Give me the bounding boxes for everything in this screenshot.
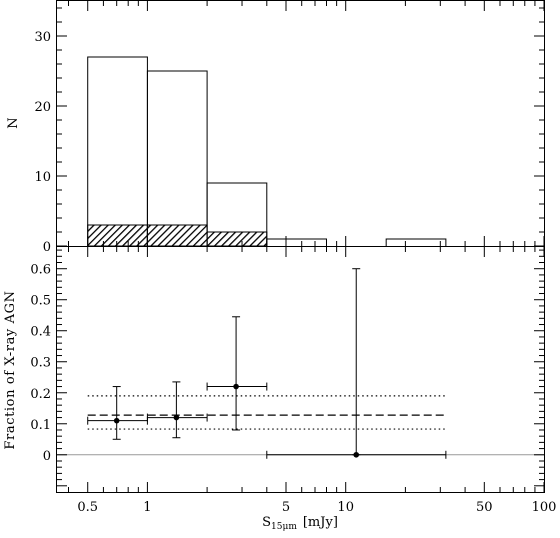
bottom-panel-frame (56, 246, 545, 493)
xtick-label: 10 (337, 500, 354, 515)
open-bar-2 (206, 182, 268, 246)
xtick-label: 1 (143, 500, 151, 515)
bottom-ytick-label: 0.3 (30, 356, 51, 371)
open-bar-4 (385, 238, 447, 246)
open-bar-1 (146, 70, 208, 246)
xtick-label: 0.5 (77, 500, 98, 515)
top-ytick-label: 20 (34, 100, 51, 115)
data-point-0 (87, 386, 148, 440)
bottom-ytick-label: 0.5 (30, 294, 51, 309)
bottom-ytick-label: 0 (43, 449, 51, 464)
bottom-ytick-label: 0.1 (30, 418, 51, 433)
top-y-axis-label: N (6, 117, 21, 128)
reference-lines (57, 395, 544, 456)
data-points (87, 268, 447, 459)
x-tick-labels: 0.5 1 5 10 50 100 (77, 500, 556, 515)
x-axis-label-subscript: 15μm (271, 522, 297, 532)
xtick-label: 50 (476, 500, 493, 515)
top-panel-frame (56, 0, 545, 247)
data-point-3 (266, 268, 447, 459)
bottom-ytick-label: 0.4 (30, 325, 51, 340)
hatched-bar-1 (146, 224, 208, 247)
data-point-2 (206, 316, 268, 431)
top-panel-ticks (57, 1, 545, 247)
point-marker (173, 414, 180, 421)
xtick-label: 5 (282, 500, 290, 515)
bottom-ytick-label: 0.6 (30, 263, 51, 278)
open-histogram (87, 56, 447, 246)
bottom-panel-ticks (57, 247, 545, 492)
bottom-y-axis-label: Fraction of X-ray AGN (3, 290, 18, 449)
point-marker (233, 383, 239, 390)
open-bar-0 (87, 56, 148, 246)
data-point-1 (146, 381, 208, 439)
hatched-histogram (87, 224, 268, 247)
point-marker (113, 417, 120, 424)
bottom-y-tick-labels: 0 0.1 0.2 0.3 0.4 0.5 0.6 (30, 263, 51, 464)
open-bar-3 (266, 238, 327, 246)
top-ytick-label: 30 (34, 30, 51, 45)
x-axis-label: S15μm [mJy] (262, 515, 338, 532)
bottom-ytick-label: 0.2 (30, 387, 51, 402)
x-axis-label-units: [mJy] (303, 515, 338, 530)
hatched-bar-2 (206, 231, 268, 247)
top-ytick-label: 0 (43, 240, 51, 255)
point-marker (353, 451, 360, 458)
top-ytick-label: 10 (34, 170, 51, 185)
top-y-tick-labels: 0 10 20 30 (34, 30, 51, 255)
x-axis-label-main: S (262, 515, 271, 530)
xtick-label: 100 (532, 500, 557, 515)
